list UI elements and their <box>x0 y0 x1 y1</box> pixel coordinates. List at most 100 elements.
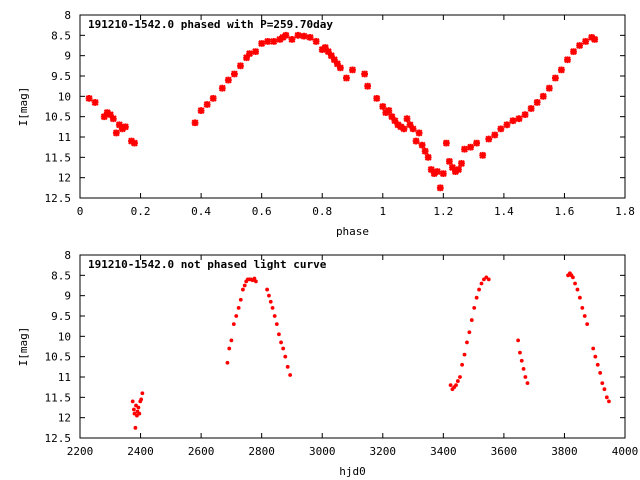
phased-data-point <box>364 82 372 90</box>
phased-data-point <box>115 121 123 129</box>
phased-data-point <box>294 31 302 39</box>
unphased-data-point <box>479 281 484 286</box>
phased-data-point <box>197 107 205 114</box>
unphased-data-point <box>518 350 522 355</box>
unphased-y-tick-label: 10.5 <box>45 351 72 364</box>
unphased-data-point <box>133 425 138 430</box>
phased-y-tick-label: 8 <box>64 9 71 22</box>
phased-x-tick-label: 0.4 <box>191 205 211 218</box>
phased-data-point <box>191 119 199 127</box>
phased-data-point <box>258 40 266 47</box>
phased-y-tick-label: 11 <box>58 131 71 144</box>
phased-y-tick-label: 9.5 <box>51 70 71 83</box>
unphased-y-tick-label: 8.5 <box>51 269 71 282</box>
phased-data-point <box>224 76 232 84</box>
phased-data-point <box>448 164 456 171</box>
phased-plot-y-axis-label: I[mag] <box>17 87 30 127</box>
unphased-data-point <box>238 297 243 302</box>
phased-plot-frame <box>79 14 626 199</box>
phased-data-point <box>461 145 468 153</box>
phased-data-point <box>109 115 117 123</box>
unphased-data-point <box>607 399 611 404</box>
phased-data-point <box>539 92 547 100</box>
unphased-y-tick-label: 11 <box>58 371 71 384</box>
phased-data-point <box>521 111 529 119</box>
unphased-data-point <box>252 276 257 281</box>
phased-data-point <box>91 99 99 106</box>
unphased-data-point <box>268 299 273 304</box>
unphased-plot: 2200 2400 2600 2800 3000 3200 3400 3600 3800 4000… <box>17 249 638 478</box>
phased-data-point <box>491 131 499 139</box>
phased-x-tick-label: 0.8 <box>312 205 332 218</box>
phased-data-point <box>264 38 272 45</box>
unphased-plot-points <box>130 271 611 430</box>
unphased-data-point <box>274 322 279 327</box>
phased-data-point <box>436 184 444 192</box>
unphased-data-point <box>582 314 587 318</box>
unphased-y-tick-label: 11.5 <box>45 391 72 404</box>
phased-x-tick-label: 0.6 <box>252 205 272 218</box>
phased-data-point <box>455 166 462 173</box>
phased-data-point <box>570 48 577 56</box>
phased-data-point <box>218 84 226 92</box>
phased-data-point <box>591 35 599 43</box>
unphased-data-point <box>254 279 258 284</box>
phased-data-point <box>112 129 120 137</box>
phased-data-point <box>385 107 393 114</box>
unphased-data-point <box>472 305 477 310</box>
phased-data-point <box>121 123 129 131</box>
phased-data-point <box>439 170 447 178</box>
phased-data-point <box>473 139 481 147</box>
phased-data-point <box>406 121 414 129</box>
unphased-data-point <box>474 295 479 300</box>
phased-data-point <box>412 137 420 145</box>
phased-data-point <box>100 113 108 121</box>
unphased-data-point <box>486 277 491 282</box>
phased-data-point <box>327 52 335 60</box>
unphased-data-point <box>265 287 270 292</box>
unphased-data-point <box>593 354 598 359</box>
unphased-data-point <box>270 305 275 310</box>
unphased-data-point <box>585 322 590 327</box>
phased-data-point <box>330 56 338 64</box>
unphased-data-point <box>236 305 241 310</box>
phased-data-point <box>424 153 432 161</box>
unphased-x-tick-label: 3600 <box>491 445 518 458</box>
phased-plot-ticks: 0 0.2 0.4 0.6 0.8 1 1.2 1.4 1.6 1.8 8 8.5 9 9.5 10 10.5… <box>45 9 635 218</box>
phased-data-point <box>527 105 535 112</box>
unphased-data-point <box>267 293 271 298</box>
unphased-data-point <box>600 381 605 385</box>
phased-data-point <box>445 157 453 165</box>
unphased-data-point <box>465 340 469 345</box>
phased-data-point <box>306 33 314 41</box>
phased-data-point <box>203 101 211 108</box>
unphased-plot-y-axis-label: I[mag] <box>17 327 30 367</box>
unphased-data-point <box>571 275 575 280</box>
unphased-data-point <box>240 287 245 292</box>
unphased-data-point <box>279 340 283 345</box>
phased-data-point <box>433 168 441 175</box>
unphased-data-point <box>136 405 141 410</box>
phased-data-point <box>237 62 244 70</box>
unphased-x-tick-label: 2600 <box>188 445 215 458</box>
phased-data-point <box>458 160 465 167</box>
unphased-y-tick-label: 12 <box>58 412 71 425</box>
unphased-data-point <box>521 366 526 371</box>
unphased-x-tick-label: 3000 <box>309 445 336 458</box>
phased-x-tick-label: 1 <box>379 205 386 218</box>
phased-data-point <box>442 139 450 147</box>
phased-x-tick-label: 1.6 <box>555 205 575 218</box>
phased-data-point <box>545 84 553 92</box>
unphased-data-point <box>454 383 458 388</box>
unphased-data-point <box>523 375 528 379</box>
phased-y-tick-label: 12 <box>58 172 71 185</box>
phased-plot-title: 191210-1542.0 phased with P=259.70day <box>88 18 333 31</box>
unphased-data-point <box>277 332 281 337</box>
unphased-data-point <box>140 391 145 396</box>
unphased-data-point <box>525 381 530 385</box>
phased-data-point <box>85 94 93 102</box>
unphased-data-point <box>285 364 290 369</box>
phased-data-point <box>312 38 320 45</box>
phased-data-point <box>391 117 399 125</box>
